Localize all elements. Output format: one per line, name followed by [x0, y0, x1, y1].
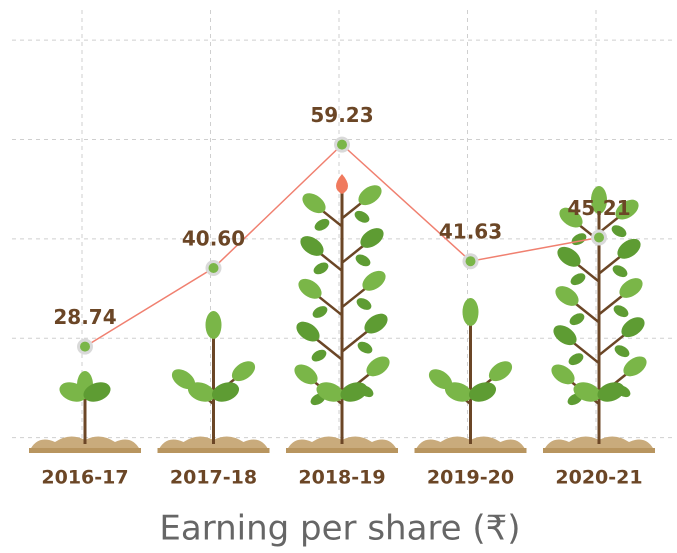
- leaf: [300, 236, 324, 256]
- leaf: [314, 218, 330, 231]
- leaf: [358, 185, 382, 206]
- leaf: [311, 349, 327, 362]
- leaf: [612, 265, 628, 278]
- leaf: [570, 273, 586, 286]
- leaf: [83, 382, 111, 402]
- leaf: [621, 317, 645, 338]
- leaf: [187, 382, 216, 402]
- point: [465, 256, 476, 267]
- leaf: [444, 382, 473, 402]
- chart-title: Earning per share (₹): [159, 509, 520, 549]
- leaf: [619, 278, 643, 298]
- ground-base: [414, 448, 527, 453]
- leaf: [553, 325, 577, 346]
- leaf: [551, 364, 575, 385]
- value-label: 28.74: [53, 305, 116, 329]
- leaf: [316, 382, 344, 402]
- leaf: [294, 364, 318, 385]
- leaf: [615, 199, 639, 220]
- leaf: [555, 286, 579, 306]
- x-tick-label: 2017-18: [170, 467, 257, 489]
- leaf: [354, 210, 370, 223]
- point: [208, 263, 219, 274]
- value-label: 40.60: [182, 227, 245, 251]
- leaf: [614, 345, 630, 358]
- x-tick-label: 2020-21: [555, 467, 642, 489]
- series: 28.74 2016-17 40.60 2017-18 59.23 2018-19 41.6…: [41, 103, 642, 488]
- leaf: [613, 305, 629, 318]
- leaf: [488, 361, 513, 382]
- point: [594, 232, 604, 243]
- x-tick-label: 2016-17: [41, 467, 128, 489]
- leaf: [362, 270, 386, 291]
- ground-base: [29, 448, 141, 453]
- leaf: [355, 254, 371, 267]
- leaf: [59, 382, 87, 402]
- leaf: [573, 382, 601, 402]
- leaf: [568, 353, 584, 366]
- leaf: [313, 262, 329, 275]
- ground-base: [157, 448, 270, 453]
- leaf: [298, 278, 322, 299]
- point: [80, 341, 90, 352]
- x-tick-label: 2018-19: [298, 467, 385, 489]
- flower: [336, 174, 348, 194]
- illustration: [29, 174, 655, 453]
- leaf: [312, 306, 328, 318]
- leaf: [302, 193, 326, 214]
- leaf: [296, 321, 320, 342]
- value-label: 45.21: [567, 196, 630, 220]
- leaf: [360, 228, 384, 248]
- leaf: [611, 225, 627, 238]
- leaf: [356, 298, 372, 310]
- leaf: [357, 341, 373, 354]
- leaf: [231, 361, 256, 382]
- leaf: [205, 311, 222, 339]
- leaf: [428, 369, 453, 390]
- leaf: [597, 382, 625, 402]
- ground-base: [286, 448, 398, 453]
- leaf: [557, 246, 581, 267]
- leaf: [617, 238, 641, 259]
- leaf: [462, 298, 479, 326]
- leaf: [468, 382, 497, 402]
- leaf: [591, 186, 607, 214]
- x-tick-label: 2019-20: [427, 467, 514, 489]
- value-label: 41.63: [439, 220, 502, 244]
- leaf: [569, 313, 585, 326]
- value-label: 59.23: [310, 103, 373, 127]
- point: [337, 139, 347, 150]
- leaf: [340, 382, 368, 402]
- leaf: [623, 356, 647, 377]
- leaf: [366, 356, 390, 377]
- leaf: [559, 207, 583, 228]
- leaf: [171, 369, 196, 390]
- ground-base: [543, 448, 655, 453]
- leaf: [211, 382, 240, 402]
- leaf: [364, 313, 388, 334]
